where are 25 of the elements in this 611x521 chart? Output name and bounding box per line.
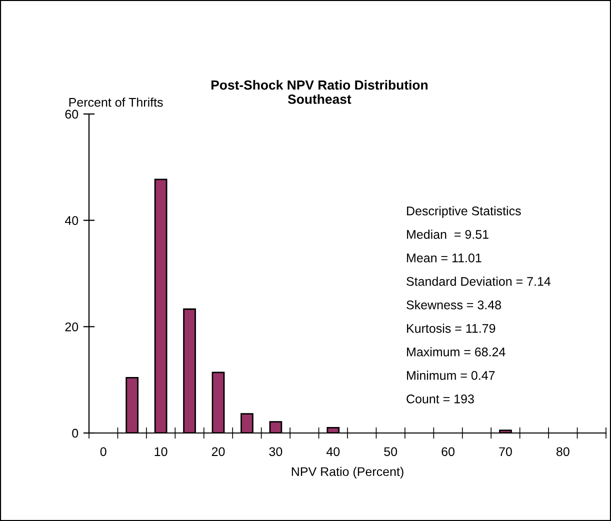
x-tick-label: 60 xyxy=(442,447,454,456)
y-tick-label: 20 xyxy=(65,322,78,332)
x-tick-label: 20 xyxy=(212,447,225,456)
annotation: Count = 193 xyxy=(406,394,474,404)
x-tick-label: 0 xyxy=(100,447,106,456)
y-tick-label: 0 xyxy=(72,428,78,438)
annotation: Skewness = 3.48 xyxy=(406,300,501,310)
x-tick-label: 80 xyxy=(556,447,570,456)
annotation: Standard Deviation = 7.14 xyxy=(406,276,551,286)
y-axis-title: Percent of Thrifts xyxy=(69,98,163,107)
y-tick-label: 40 xyxy=(64,216,78,225)
annotation: Maximum = 68.24 xyxy=(407,347,506,356)
x-tick-label: 30 xyxy=(269,447,282,456)
x-tick-label: 10 xyxy=(154,447,168,456)
x-tick-label: 70 xyxy=(499,447,512,456)
chart-title: Post-Shock NPV Ratio Distribution Southeast xyxy=(211,80,428,104)
y-tick-label: 60 xyxy=(65,110,78,119)
annotation: Descriptive Statistics xyxy=(407,206,521,218)
annotation: Kurtosis = 11.79 xyxy=(407,324,496,333)
annotation: Median = 9.51 xyxy=(407,230,488,239)
x-tick-label: 40 xyxy=(326,447,340,456)
x-axis-title: NPV Ratio (Percent) xyxy=(292,466,404,479)
annotation: Minimum = 0.47 xyxy=(407,370,495,380)
annotation: Mean = 11.01 xyxy=(407,254,482,262)
x-tick-label: 50 xyxy=(384,447,398,456)
